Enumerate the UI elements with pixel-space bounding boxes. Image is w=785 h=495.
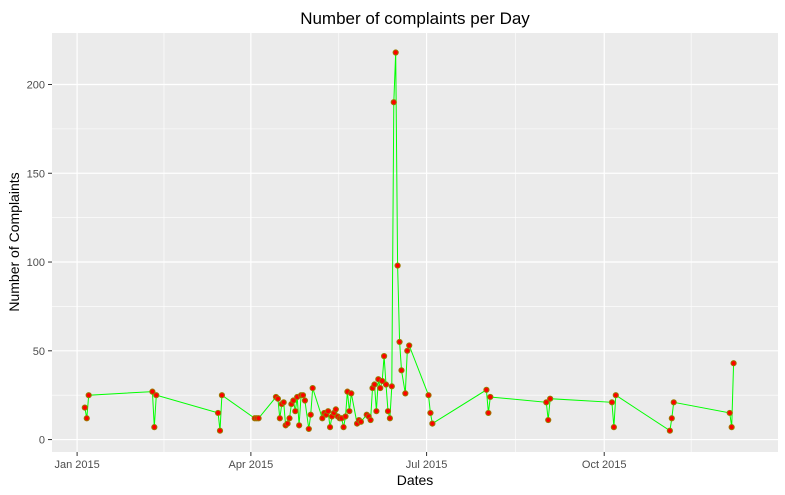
- data-point: [670, 399, 677, 406]
- data-point: [726, 409, 733, 417]
- data-point: [332, 406, 339, 413]
- data-point: [255, 415, 262, 422]
- data-point: [379, 377, 386, 385]
- data-point: [367, 416, 374, 424]
- data-point: [382, 381, 390, 388]
- x-tick-label: Apr 2015: [229, 459, 274, 471]
- data-point: [149, 388, 156, 395]
- x-axis-title: Dates: [397, 472, 434, 488]
- data-point: [280, 399, 287, 406]
- data-point: [216, 427, 224, 434]
- data-point: [286, 415, 293, 422]
- data-point: [547, 395, 554, 402]
- y-tick-label: 200: [27, 79, 45, 91]
- data-point: [388, 383, 395, 390]
- x-tick-label: Oct 2015: [582, 459, 627, 471]
- data-point: [425, 392, 432, 399]
- x-tick-label: Jan 2015: [54, 459, 99, 471]
- data-point: [299, 392, 307, 399]
- data-point: [326, 424, 334, 431]
- x-tick-label: Jul 2015: [406, 459, 448, 471]
- major-gridlines: [52, 33, 778, 452]
- data-point: [485, 409, 492, 417]
- data-point: [292, 408, 299, 415]
- data-point: [346, 408, 353, 415]
- y-tick-label: 50: [33, 346, 45, 358]
- data-point: [218, 392, 226, 399]
- data-point: [307, 411, 314, 418]
- data-point: [610, 424, 617, 431]
- data-point: [612, 392, 619, 399]
- data-point: [666, 427, 673, 434]
- data-point: [487, 393, 494, 401]
- data-point: [398, 367, 405, 374]
- data-point: [340, 424, 347, 431]
- data-point: [214, 409, 222, 417]
- data-point: [728, 424, 735, 431]
- data-point: [342, 413, 349, 420]
- data-point: [301, 397, 309, 404]
- data-point: [390, 99, 397, 106]
- y-tick-label: 150: [27, 168, 45, 180]
- data-point: [371, 381, 378, 388]
- data-point: [384, 408, 392, 415]
- data-point: [290, 397, 297, 404]
- data-point: [392, 49, 399, 56]
- y-tick-label: 100: [27, 257, 45, 269]
- data-point: [406, 342, 413, 349]
- data-point: [394, 262, 401, 269]
- data-point: [284, 420, 291, 427]
- data-point: [325, 408, 332, 415]
- y-axis: 0 50 100 150 200: [27, 79, 52, 447]
- plot-panel: [52, 33, 778, 452]
- data-point: [274, 395, 282, 402]
- data-point: [668, 415, 675, 422]
- data-point: [319, 415, 326, 422]
- data-point: [396, 338, 403, 346]
- data-point: [373, 408, 380, 415]
- data-point: [357, 418, 365, 425]
- data-point: [404, 347, 411, 354]
- data-point: [151, 424, 158, 431]
- data-point: [276, 415, 283, 422]
- chart-title: Number of complaints per Day: [300, 9, 530, 28]
- data-point: [83, 415, 90, 422]
- minor-gridlines: [52, 33, 778, 452]
- data-point: [381, 353, 388, 360]
- data-point: [543, 399, 550, 406]
- x-axis: Jan 2015 Apr 2015 Jul 2015 Oct 2015: [54, 452, 627, 471]
- data-point: [427, 409, 434, 417]
- data-point: [730, 360, 737, 367]
- data-point: [545, 416, 552, 424]
- data-point: [296, 422, 303, 429]
- data-point: [348, 390, 355, 397]
- data-point: [309, 384, 316, 392]
- data-point: [386, 415, 393, 422]
- data-point: [81, 404, 88, 411]
- data-point: [483, 386, 490, 393]
- y-axis-title: Number of Complaints: [6, 172, 22, 311]
- data-point: [85, 392, 92, 399]
- series-points-group: [81, 49, 737, 434]
- data-point: [305, 425, 312, 433]
- data-point: [429, 420, 436, 427]
- data-point: [402, 390, 409, 397]
- y-tick-label: 0: [39, 435, 45, 447]
- data-point: [377, 384, 384, 392]
- data-point: [153, 392, 160, 399]
- data-point: [608, 399, 616, 406]
